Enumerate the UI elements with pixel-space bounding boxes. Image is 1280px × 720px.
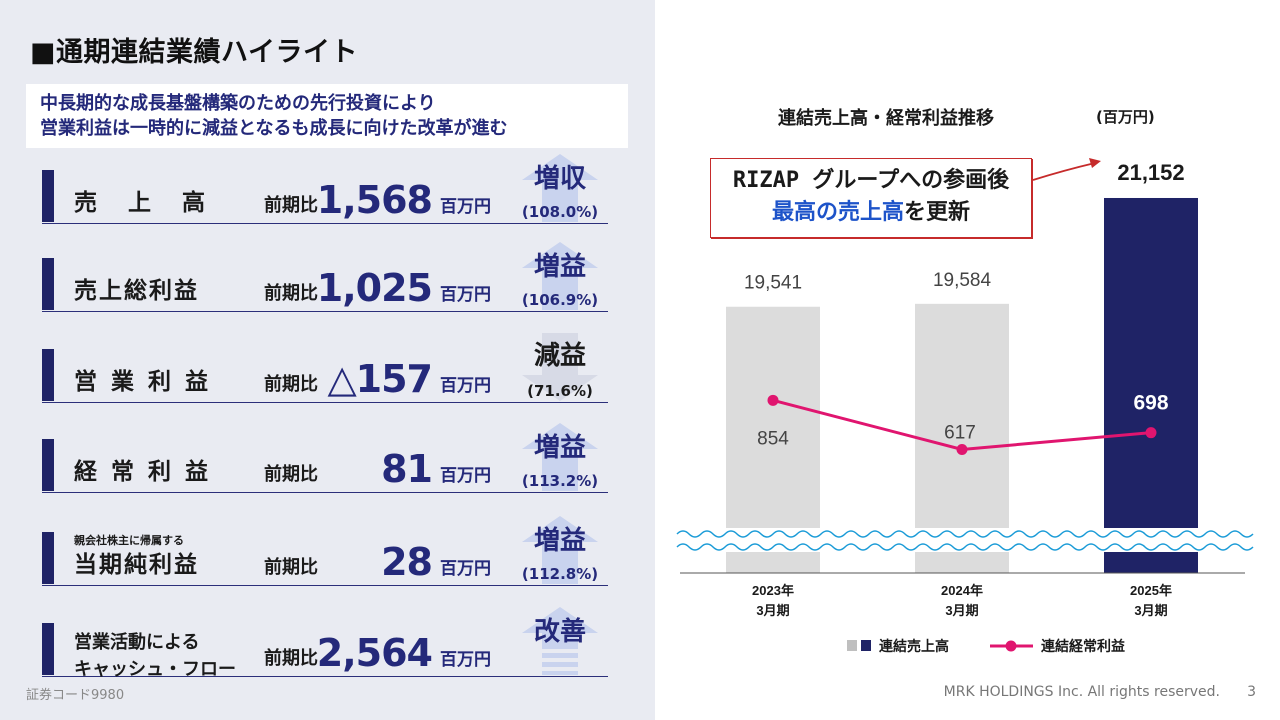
up-arrow-icon	[522, 242, 598, 310]
trend-badge: 増益	[533, 433, 586, 463]
unit-label: 百万円	[440, 197, 491, 217]
row-accent-bar	[42, 623, 54, 675]
summary-line-1: 中長期的な成長基盤構築のための先行投資により	[40, 93, 436, 114]
x-tick-label-year-0: 2023年	[752, 583, 794, 598]
row-accent-bar	[42, 439, 54, 491]
yoy-label: 前期比	[264, 648, 318, 669]
bar-value-label-2: 21,152	[1117, 160, 1184, 185]
callout-line-2: 最高の売上高を更新	[711, 197, 1031, 229]
axis-break-wave-top	[676, 530, 1254, 538]
trend-badge: 減益	[533, 341, 586, 371]
kpi-value: 2,564	[316, 631, 433, 675]
yoy-label: 前期比	[264, 464, 318, 485]
legend-swatch-navy	[861, 640, 871, 651]
trend-badge: 増収	[533, 164, 586, 194]
securities-code: 証券コード9980	[26, 688, 125, 703]
trend-percent: (108.0%)	[521, 203, 599, 221]
line-point-1	[956, 443, 968, 455]
kpi-label: 当期純利益	[74, 552, 199, 578]
kpi-label-line-2: キャッシュ・フロー	[74, 659, 236, 680]
x-tick-label-period-0: 3月期	[756, 603, 789, 618]
page-number: 3	[1247, 684, 1256, 700]
kpi-row-operating-cash-flow: 営業活動による キャッシュ・フロー 前期比 2,564 百万円 改善	[42, 607, 608, 680]
trend-percent: (112.8%)	[521, 565, 599, 583]
unit-label: 百万円	[440, 466, 491, 486]
yoy-label: 前期比	[264, 374, 318, 395]
kpi-label-prefix: 親会社株主に帰属する	[74, 534, 184, 547]
callout-arrow-line	[1032, 162, 1096, 181]
callout-box: RIZAP グループへの参画後 最高の売上高を更新	[710, 158, 1032, 238]
unit-label: 百万円	[440, 376, 491, 396]
bar-value-label-1: 19,584	[933, 270, 992, 291]
callout-highlight: 最高の売上高	[771, 200, 904, 225]
kpi-row-net-sales: 売上高 前期比 1,568 百万円 増収 (108.0%)	[42, 154, 608, 224]
kpi-row-ordinary-profit: 経常利益 前期比 81 百万円 増益 (113.2%)	[42, 423, 608, 493]
kpi-row-gross-profit: 売上総利益 前期比 1,025 百万円 増益 (106.9%)	[42, 242, 608, 312]
row-accent-bar	[42, 258, 54, 310]
page-title: ■通期連結業績ハイライト	[30, 37, 358, 68]
kpi-value: 1,025	[316, 266, 433, 310]
unit-label: 百万円	[440, 285, 491, 305]
trend-percent: (106.9%)	[521, 291, 599, 309]
yoy-label: 前期比	[264, 557, 318, 578]
up-arrow-icon	[522, 423, 598, 491]
line-point-2	[1145, 427, 1157, 439]
yoy-label: 前期比	[264, 195, 318, 216]
legend-label-net-sales: 連結売上高	[879, 638, 949, 654]
callout-line-1: RIZAP グループへの参画後	[732, 168, 1010, 193]
kpi-row-operating-profit: 営業利益 前期比 △157 百万円 減益 (71.6%)	[42, 333, 608, 403]
trend-percent: (71.6%)	[527, 382, 593, 400]
up-arrow-icon	[522, 607, 598, 675]
chart-canvas: 19,541 19,584 21,152 854 617 698 2023年 3月期 2024年…	[676, 158, 1254, 654]
summary-box: 中長期的な成長基盤構築のための先行投資により 営業利益は一時的に減益となるも成長…	[26, 84, 628, 148]
line-value-label-0: 854	[757, 428, 789, 449]
line-point-0	[767, 394, 779, 406]
kpi-value: △157	[327, 357, 433, 401]
unit-label: 百万円	[440, 559, 491, 579]
line-value-label-2: 698	[1133, 392, 1168, 415]
bar-value-label-0: 19,541	[744, 273, 802, 294]
kpi-value: 1,568	[316, 178, 433, 222]
bar-net-sales-2	[1104, 197, 1198, 574]
chart-title: 連結売上高・経常利益推移	[778, 108, 994, 129]
x-tick-label-year-2: 2025年	[1130, 583, 1172, 598]
x-tick-label-year-1: 2024年	[941, 583, 983, 598]
kpi-label: 営業活動による キャッシュ・フロー	[74, 629, 236, 683]
trend-badge: 改善	[533, 617, 586, 647]
line-value-label-1: 617	[944, 422, 976, 443]
kpi-value: 81	[381, 447, 433, 491]
trend-badge: 増益	[533, 252, 586, 282]
row-accent-bar	[42, 349, 54, 401]
kpi-value: 28	[381, 540, 433, 584]
x-tick-label-period-2: 3月期	[1134, 603, 1167, 618]
down-arrow-icon	[522, 333, 598, 401]
x-tick-label-period-1: 3月期	[945, 603, 978, 618]
summary-line-2: 営業利益は一時的に減益となるも成長に向けた改革が進む	[40, 118, 508, 139]
trend-badge: 増益	[533, 526, 586, 556]
callout-arrow-head	[1089, 158, 1101, 168]
trend-percent: (113.2%)	[521, 472, 599, 490]
kpi-label: 経常利益	[74, 459, 222, 485]
legend-label-ordinary-profit: 連結経常利益	[1041, 638, 1125, 654]
unit-label: 百万円	[440, 650, 491, 670]
kpi-label: 売上高	[74, 190, 236, 216]
kpi-label: 売上総利益	[74, 278, 199, 304]
yoy-label: 前期比	[264, 283, 318, 304]
chart-unit: (百万円)	[1096, 108, 1155, 126]
kpi-label: 営業利益	[74, 369, 222, 395]
legend-marker-ordinary-profit	[1005, 640, 1017, 652]
kpi-label-line-1: 営業活動による	[74, 632, 200, 653]
legend-swatch-gray	[847, 640, 857, 651]
up-arrow-icon	[522, 516, 598, 584]
up-arrow-icon	[522, 154, 598, 222]
row-accent-bar	[42, 170, 54, 222]
callout-rest: を更新	[904, 200, 971, 225]
kpi-row-net-income: 親会社株主に帰属する 当期純利益 前期比 28 百万円 増益 (112.8%)	[42, 516, 608, 586]
row-accent-bar	[42, 532, 54, 584]
copyright: MRK HOLDINGS Inc. All rights reserved.	[943, 684, 1220, 700]
axis-break-wave-bottom	[676, 543, 1254, 551]
